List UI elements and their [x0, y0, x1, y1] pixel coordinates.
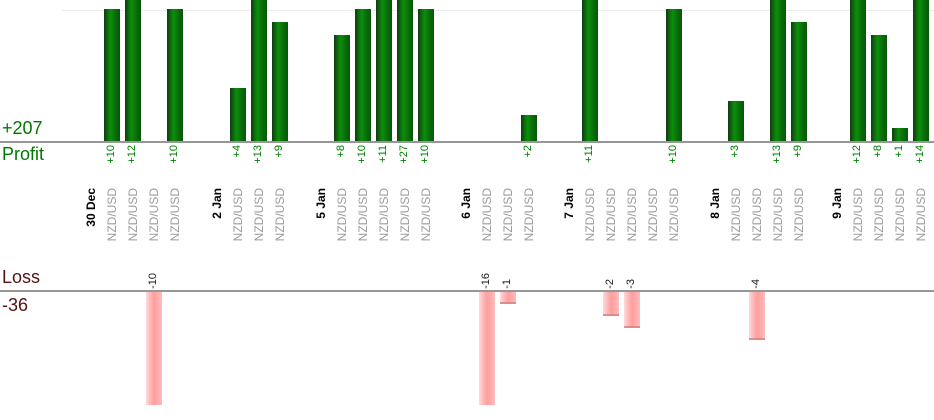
profit-value-label: +9: [272, 145, 285, 158]
profit-bar: [912, 0, 929, 141]
profit-bar: [891, 127, 908, 141]
loss-axis-title: Loss: [2, 267, 41, 287]
trade-symbol-label: NZD/USD: [913, 188, 928, 242]
loss-bar: [602, 292, 619, 316]
profit-bar: [870, 35, 887, 141]
profit-bar: [354, 9, 371, 141]
trade-symbol-label: NZD/USD: [791, 188, 806, 242]
profit-bar: [333, 35, 350, 141]
profit-value-label: +4: [230, 145, 243, 158]
profit-value-label: +10: [355, 145, 368, 164]
profit-bar: [396, 0, 413, 141]
trade-symbol-label: NZD/USD: [355, 188, 370, 242]
loss-value-label: -4: [749, 279, 762, 289]
loss-bar: [478, 292, 495, 405]
trade-symbol-label: NZD/USD: [749, 188, 764, 242]
profit-bar: [375, 0, 392, 141]
profit-bar: [417, 9, 434, 141]
trade-symbol-label: NZD/USD: [334, 188, 349, 242]
profit-bar: [520, 114, 537, 141]
trade-symbol-label: NZD/USD: [479, 188, 494, 242]
trade-symbol-label: NZD/USD: [582, 188, 597, 242]
date-label: 9 Jan: [829, 188, 844, 219]
profit-bar: [166, 9, 183, 141]
profit-bar: [271, 22, 288, 141]
profit-bar: [769, 0, 786, 141]
profit-value-label: +8: [334, 145, 347, 158]
trade-symbol-label: NZD/USD: [500, 188, 515, 242]
profit-gridline-10: [62, 10, 934, 11]
trade-symbol-label: NZD/USD: [603, 188, 618, 242]
trade-symbol-label: NZD/USD: [521, 188, 536, 242]
profit-value-label: +10: [104, 145, 117, 164]
loss-bar: [499, 292, 516, 304]
profit-axis-line: [0, 141, 934, 143]
loss-value-label: -10: [146, 273, 159, 289]
date-label: 8 Jan: [707, 188, 722, 219]
profit-bar: [581, 0, 598, 141]
profit-value-label: +3: [728, 145, 741, 158]
trade-symbol-label: NZD/USD: [871, 188, 886, 242]
profit-bar: [790, 22, 807, 141]
trade-symbol-label: NZD/USD: [728, 188, 743, 242]
profit-value-label: +11: [376, 145, 389, 163]
profit-value-label: +13: [770, 145, 783, 164]
loss-bar: [748, 292, 765, 340]
profit-value-label: +10: [167, 145, 180, 164]
date-label: 7 Jan: [561, 188, 576, 219]
profit-value-label: +8: [871, 145, 884, 158]
profit-bar: [124, 0, 141, 141]
trade-symbol-label: NZD/USD: [770, 188, 785, 242]
profit-bar: [250, 0, 267, 141]
profit-value-label: +1: [892, 145, 905, 158]
trade-symbol-label: NZD/USD: [624, 188, 639, 242]
loss-value-label: -1: [500, 279, 513, 289]
loss-value-label: -2: [603, 279, 616, 289]
profit-value-label: +9: [791, 145, 804, 158]
trade-symbol-label: NZD/USD: [892, 188, 907, 242]
date-label: 5 Jan: [313, 188, 328, 219]
profit-bar: [103, 9, 120, 141]
loss-value-label: -3: [624, 279, 637, 289]
trade-symbol-label: NZD/USD: [397, 188, 412, 242]
profit-bar: [849, 0, 866, 141]
loss-value-label: -16: [479, 273, 492, 289]
profit-value-label: +14: [913, 145, 926, 164]
loss-bar: [145, 292, 162, 405]
profit-value-label: +13: [251, 145, 264, 164]
profit-value-label: +10: [418, 145, 431, 164]
trade-symbol-label: NZD/USD: [167, 188, 182, 242]
profit-bar: [229, 88, 246, 141]
profit-bar: [727, 101, 744, 141]
profit-value-label: +12: [850, 145, 863, 164]
trade-symbol-label: NZD/USD: [666, 188, 681, 242]
trade-symbol-label: NZD/USD: [376, 188, 391, 242]
profit-bar: [665, 9, 682, 141]
trade-symbol-label: NZD/USD: [125, 188, 140, 242]
date-label: 2 Jan: [209, 188, 224, 219]
trade-symbol-label: NZD/USD: [146, 188, 161, 242]
trade-symbol-label: NZD/USD: [251, 188, 266, 242]
profit-value-label: +27: [397, 145, 410, 164]
loss-axis-line: [0, 290, 934, 292]
profit-value-label: +12: [125, 145, 138, 164]
trade-symbol-label: NZD/USD: [418, 188, 433, 242]
trade-symbol-label: NZD/USD: [272, 188, 287, 242]
trade-symbol-label: NZD/USD: [850, 188, 865, 242]
loss-bar: [623, 292, 640, 328]
profit-value-label: +11: [582, 145, 595, 163]
trade-symbol-label: NZD/USD: [230, 188, 245, 242]
profit-axis-title: Profit: [2, 144, 45, 164]
loss-total: -36: [2, 295, 29, 315]
date-label: 30 Dec: [83, 188, 98, 227]
profit-value-label: +10: [666, 145, 679, 164]
date-label: 6 Jan: [458, 188, 473, 219]
trade-symbol-label: NZD/USD: [645, 188, 660, 242]
profit-total: +207: [2, 118, 43, 138]
trade-symbol-label: NZD/USD: [104, 188, 119, 242]
profit-value-label: +2: [521, 145, 534, 158]
